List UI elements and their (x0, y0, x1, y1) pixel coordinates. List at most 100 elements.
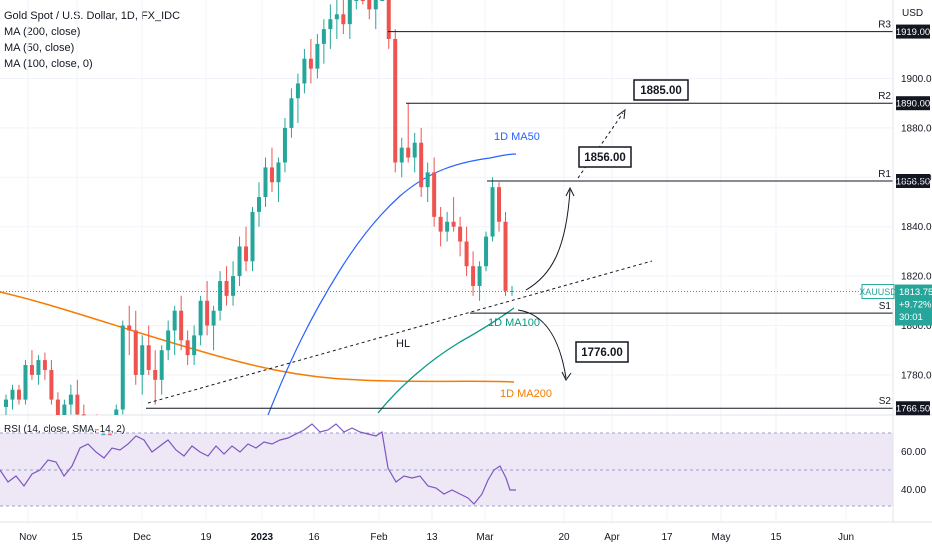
candle-body (68, 394, 73, 405)
candle-body (257, 197, 261, 212)
hl-label: HL (396, 338, 410, 350)
indicator-ma100: MA (100, close, 0) (4, 58, 93, 70)
candle-body (289, 98, 294, 128)
candle-body (211, 310, 216, 326)
candle-body (341, 14, 346, 25)
rsi-label: RSI (14, close, SMA, 14, 2) (4, 424, 125, 435)
candle-body (263, 167, 268, 198)
x-tick-label: 16 (308, 532, 320, 543)
chart-legend: Gold Spot / U.S. Dollar, 1D, FX_IDC MA (… (4, 8, 180, 72)
candle-body (107, 434, 112, 436)
candle-body (347, 0, 352, 25)
rsi-pane: RSI (14, close, SMA, 14, 2) 60.00 40.00 (0, 414, 932, 507)
arrow-target-line (577, 112, 624, 179)
candle-body (55, 399, 60, 415)
candle-body (282, 127, 287, 163)
indicator-ma200: MA (200, close) (4, 26, 81, 38)
arrow-down-curve (517, 309, 567, 379)
candle-body (172, 310, 177, 331)
candle-body (419, 142, 424, 188)
candle-body (328, 19, 333, 30)
symbol-label: XAUUSD (859, 287, 897, 297)
y-tick-label: 1800.00 (901, 321, 932, 332)
level-price-tag (896, 24, 930, 39)
candle-body (179, 310, 184, 341)
level-price-label: 1919.00 (896, 27, 930, 38)
candle-body (153, 369, 158, 380)
x-tick-label: Apr (604, 532, 620, 543)
candle-body (159, 350, 164, 380)
ma50-label: 1D MA50 (494, 131, 540, 143)
candle-body (373, 0, 378, 10)
candle-body (451, 221, 456, 227)
ma50-line (267, 153, 517, 416)
candle-body (224, 281, 229, 296)
candle-body (393, 38, 398, 163)
rsi-line (0, 423, 516, 505)
candle-body (218, 281, 223, 311)
candle-body (75, 394, 80, 415)
last-price-label: 1813.75 (899, 287, 932, 298)
ma100-line (377, 307, 515, 414)
candle-body (88, 429, 93, 431)
x-tick-label: May (712, 532, 731, 543)
target-box (633, 79, 689, 101)
arrow-up-head (565, 186, 575, 197)
y-tick-label: 1900.00 (901, 74, 932, 85)
x-tick-label: Nov (19, 532, 37, 543)
candle-body (120, 325, 125, 410)
level-price-tag (896, 96, 930, 111)
x-tick-label: Jun (838, 532, 854, 543)
target-label: 1776.00 (581, 347, 623, 359)
candle-body (49, 369, 54, 400)
x-tick-label: 13 (426, 532, 438, 543)
candle-body (114, 409, 119, 415)
level-name: S1 (879, 301, 892, 312)
candle-body (192, 335, 197, 356)
x-tick-label: 17 (661, 532, 673, 543)
level-name: R3 (878, 20, 891, 31)
x-tick-label: 19 (200, 532, 212, 543)
candle-body (445, 221, 450, 232)
candle-body (477, 266, 482, 286)
candle-body (490, 187, 495, 237)
candle-body (354, 0, 359, 1)
candle-body (425, 172, 430, 188)
candle-body (360, 0, 365, 1)
candle-body (484, 236, 489, 267)
candle-body (321, 29, 326, 44)
ma200-label: 1D MA200 (500, 388, 552, 400)
arrow-down-head (561, 371, 572, 381)
last-price-change: +9.72% (899, 300, 932, 311)
candle-body (367, 0, 372, 10)
last-price-tag (895, 284, 932, 326)
candle-body (269, 167, 274, 183)
candle-body (101, 434, 106, 436)
candle-body (133, 330, 138, 375)
candle-body (4, 399, 8, 408)
candle-body (42, 360, 47, 370)
candle-body (503, 221, 508, 291)
chart-title: Gold Spot / U.S. Dollar, 1D, FX_IDC (4, 10, 181, 22)
x-tick-label: 20 (558, 532, 570, 543)
candle-body (81, 414, 86, 416)
candle-body (166, 330, 171, 351)
candle-body (412, 142, 417, 158)
level-price-tag (896, 174, 930, 189)
level-price-label: 1858.50 (896, 177, 930, 188)
candle-body (16, 389, 21, 400)
candle-body (10, 389, 15, 400)
candle-body (250, 211, 255, 262)
candle-body (127, 325, 132, 331)
ma100-label: 1D MA100 (488, 317, 540, 329)
y-tick-label: 1820.00 (901, 272, 932, 283)
x-tick-label: Feb (370, 532, 388, 543)
candle-body (276, 162, 281, 183)
target-box (578, 146, 632, 168)
rsi-tick: 40.00 (901, 485, 926, 496)
ma200-line (0, 291, 515, 383)
candle-body (471, 266, 476, 286)
level-price-tag (896, 401, 930, 416)
